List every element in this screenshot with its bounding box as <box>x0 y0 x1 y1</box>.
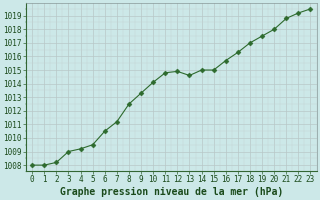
X-axis label: Graphe pression niveau de la mer (hPa): Graphe pression niveau de la mer (hPa) <box>60 186 283 197</box>
